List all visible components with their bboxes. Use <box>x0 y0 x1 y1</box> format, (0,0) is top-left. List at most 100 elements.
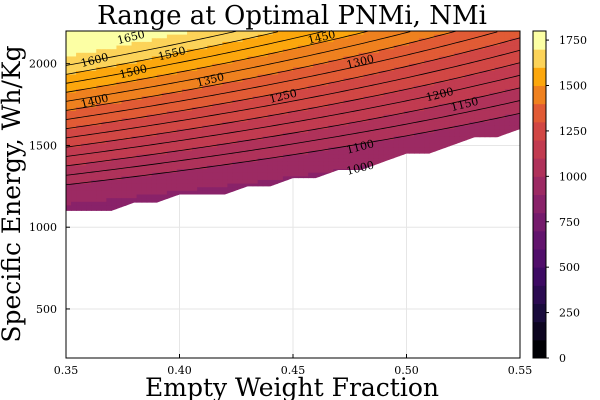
contour-cell <box>136 34 143 39</box>
contour-cell <box>217 41 223 47</box>
contour-cell <box>171 45 178 50</box>
contour-cell <box>222 158 229 163</box>
contour-cell <box>333 81 339 87</box>
contour-cell <box>247 63 254 68</box>
contour-cell <box>131 107 138 112</box>
contour-cell <box>227 63 234 68</box>
contour-cell <box>343 129 350 134</box>
contour-cell <box>141 92 148 97</box>
contour-cell <box>252 132 259 137</box>
contour-cell <box>202 190 208 196</box>
contour-cell <box>247 34 254 39</box>
contour-cell <box>333 89 339 94</box>
contour-cell <box>146 125 153 130</box>
contour-cell <box>323 129 329 134</box>
contour-cell <box>106 118 112 123</box>
contour-cell <box>76 118 82 123</box>
contour-cell <box>131 183 138 188</box>
contour-cell <box>257 89 264 94</box>
contour-cell <box>66 209 72 211</box>
contour-cell <box>86 209 92 211</box>
contour-cell <box>328 158 334 163</box>
contour-cell <box>287 158 294 163</box>
contour-cell <box>166 31 173 36</box>
contour-cell <box>212 176 218 181</box>
contour-cell <box>202 140 208 145</box>
contour-cell <box>212 81 218 87</box>
contour-cell <box>222 114 229 119</box>
contour-cell <box>287 140 294 145</box>
contour-cell <box>86 143 92 148</box>
contour-cell <box>257 118 264 123</box>
contour-cell <box>303 78 309 83</box>
contour-cell <box>267 52 274 58</box>
contour-cell <box>333 63 339 68</box>
contour-cell <box>267 96 274 101</box>
contour-cell <box>308 89 314 94</box>
contour-cell <box>106 70 112 76</box>
contour-cell <box>217 169 223 174</box>
contour-cell <box>86 81 92 87</box>
contour-cell <box>227 81 234 87</box>
contour-cell <box>81 63 87 68</box>
contour-cell <box>146 121 153 127</box>
contour-cell <box>313 169 319 174</box>
contour-cell <box>328 110 334 116</box>
contour-cell <box>237 67 244 72</box>
contour-cell <box>328 147 334 152</box>
contour-cell <box>212 183 218 188</box>
contour-cell <box>212 89 218 94</box>
contour-cell <box>141 81 148 87</box>
contour-cell <box>323 140 329 145</box>
contour-cell <box>277 103 284 108</box>
contour-cell <box>257 31 264 36</box>
contour-cell <box>161 165 168 170</box>
contour-cell <box>343 45 350 50</box>
contour-cell <box>91 209 97 211</box>
contour-cell <box>267 114 274 119</box>
contour-cell <box>156 81 163 87</box>
contour-cell <box>182 176 188 181</box>
contour-cell <box>131 56 138 61</box>
contour-cell <box>71 190 77 196</box>
contour-cell <box>303 67 309 72</box>
contour-cell <box>182 172 188 177</box>
contour-cell <box>267 74 274 79</box>
contour-cell <box>161 183 168 188</box>
contour-cell <box>247 158 254 163</box>
contour-cell <box>192 60 198 65</box>
contour-cell <box>81 147 87 152</box>
contour-cell <box>287 81 294 87</box>
contour-cell <box>192 190 198 196</box>
contour-cell <box>287 147 294 152</box>
contour-cell <box>106 176 112 181</box>
contour-cell <box>171 67 178 72</box>
contour-cell <box>293 140 299 145</box>
contour-cell <box>116 81 123 87</box>
contour-cell <box>176 150 183 156</box>
contour-cell <box>136 165 143 170</box>
contour-cell <box>136 150 143 156</box>
contour-cell <box>136 172 143 177</box>
contour-cell <box>111 38 118 43</box>
contour-cell <box>116 74 123 79</box>
contour-cell <box>76 183 82 188</box>
contour-cell <box>91 114 97 119</box>
contour-cell <box>257 140 264 145</box>
contour-cell <box>71 110 77 116</box>
contour-cell <box>166 110 173 116</box>
contour-cell <box>182 92 188 97</box>
contour-cell <box>71 121 77 127</box>
contour-cell <box>131 140 138 145</box>
contour-cell <box>161 92 168 97</box>
contour-cell <box>76 41 82 47</box>
contour-cell <box>96 161 102 167</box>
contour-cell <box>242 81 249 87</box>
contour-cell <box>116 52 123 58</box>
contour-cell <box>86 74 92 79</box>
contour-cell <box>308 92 314 97</box>
contour-cell <box>343 107 350 112</box>
contour-cell <box>328 114 334 119</box>
contour-cell <box>272 107 279 112</box>
contour-cell <box>338 154 345 159</box>
